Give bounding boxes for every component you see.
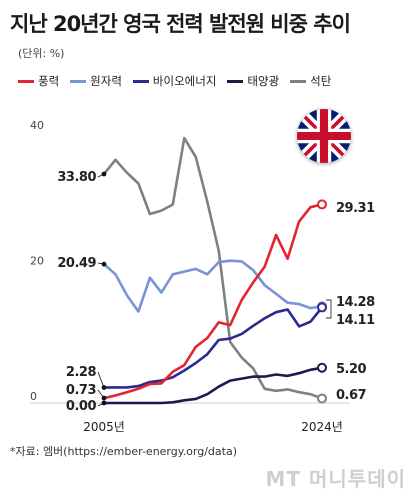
legend-item-coal: 석탄 bbox=[290, 73, 331, 89]
start-label-3: 0.00 bbox=[66, 399, 97, 414]
legend-item-bioenergy: 바이오에너지 bbox=[132, 73, 217, 89]
series-line-0 bbox=[102, 203, 324, 400]
legend-swatch-bioenergy bbox=[132, 79, 149, 83]
end-label-bracket bbox=[326, 299, 332, 319]
end-point-0 bbox=[317, 199, 327, 210]
legend-label-wind: 풍력 bbox=[38, 74, 60, 88]
series-line-4 bbox=[102, 136, 324, 400]
end-point-4 bbox=[317, 393, 327, 404]
legend-label-coal: 석탄 bbox=[310, 74, 332, 88]
start-leader-3 bbox=[97, 402, 105, 407]
x-tick-label-1: 2024년 bbox=[301, 420, 343, 434]
legend-label-nuclear: 원자력 bbox=[90, 74, 122, 88]
source-note: *자료: 엠버(https://ember-energy.org/data) bbox=[10, 445, 237, 458]
legend-label-bioenergy: 바이오에너지 bbox=[152, 74, 217, 88]
y-tick-label-0: 0 bbox=[30, 390, 37, 403]
unit-label: (단위: %) bbox=[18, 47, 65, 60]
chart-title: 지난 20년간 영국 전력 발전원 비중 추이 bbox=[10, 12, 351, 36]
end-label-0: 29.31 bbox=[336, 201, 375, 216]
legend-swatch-nuclear bbox=[70, 79, 87, 83]
series-line-2 bbox=[102, 306, 324, 389]
end-label-2: 14.11 bbox=[336, 313, 375, 328]
legend-swatch-coal bbox=[290, 79, 307, 83]
start-leader-2 bbox=[97, 371, 105, 388]
end-label-1: 14.28 bbox=[336, 295, 375, 310]
uk-flag-icon bbox=[297, 109, 351, 163]
x-tick-label-0: 2005년 bbox=[83, 420, 125, 434]
legend-item-nuclear: 원자력 bbox=[70, 73, 122, 89]
series-line-3 bbox=[102, 366, 324, 405]
start-label-1: 20.49 bbox=[57, 256, 96, 271]
start-leader-0 bbox=[97, 389, 105, 399]
legend-item-wind: 풍력 bbox=[18, 73, 59, 89]
start-label-0: 0.73 bbox=[66, 383, 97, 398]
start-leader-4 bbox=[97, 173, 105, 178]
end-point-3 bbox=[317, 362, 327, 373]
start-label-2: 2.28 bbox=[66, 365, 97, 380]
legend-item-solar: 태양광 bbox=[227, 73, 279, 89]
end-label-3: 5.20 bbox=[336, 362, 367, 377]
end-point-2 bbox=[317, 302, 327, 313]
end-label-4: 0.67 bbox=[336, 388, 367, 403]
watermark-logo: MT 머니투데이 bbox=[265, 467, 406, 491]
legend-swatch-wind bbox=[18, 79, 34, 83]
start-label-4: 33.80 bbox=[57, 170, 96, 185]
legend-label-solar: 태양광 bbox=[247, 74, 280, 88]
series-line-1 bbox=[102, 259, 324, 313]
legend-swatch-solar bbox=[227, 79, 244, 83]
y-tick-label-2: 40 bbox=[30, 119, 44, 132]
legend: 풍력 원자력 바이오에너지 태양광 석탄 bbox=[18, 73, 331, 89]
start-leader-1 bbox=[97, 262, 105, 265]
y-tick-label-1: 20 bbox=[30, 255, 44, 268]
